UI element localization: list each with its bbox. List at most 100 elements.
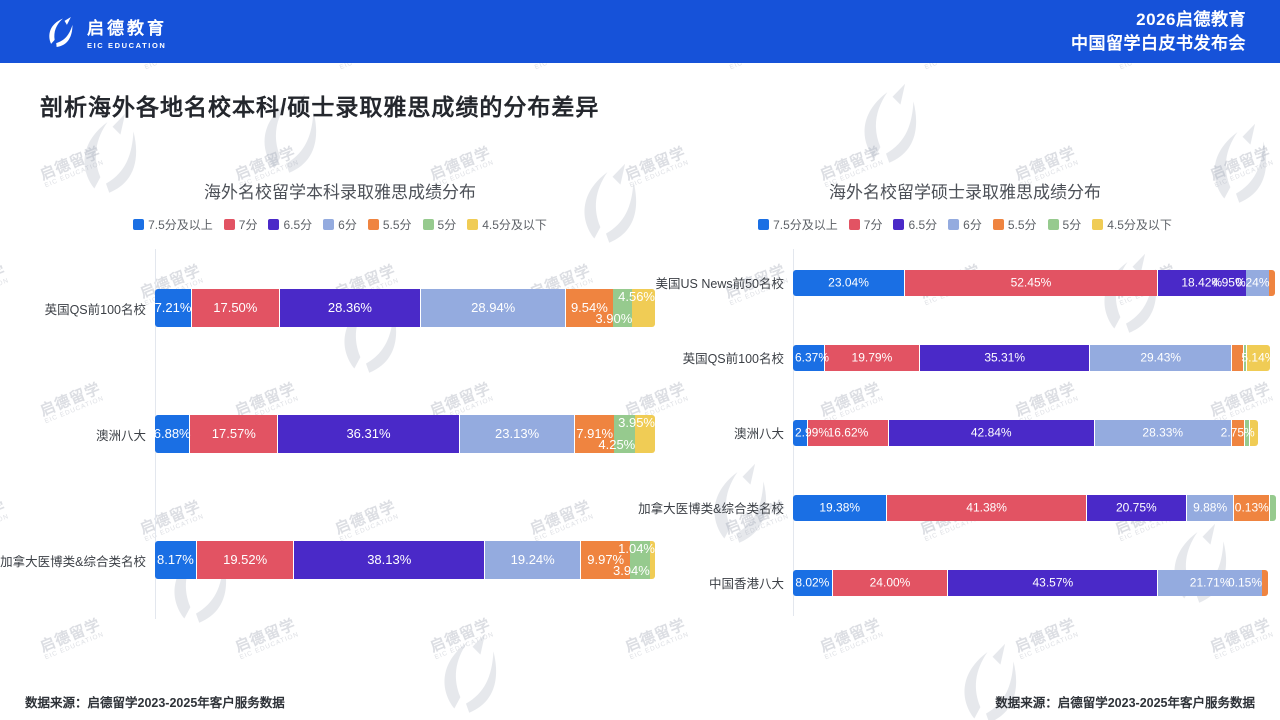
watermark-logo-icon [830,70,942,182]
legend-label: 5.5分 [1007,217,1037,232]
legend-swatch-icon [323,218,335,230]
bar-segment: 5.14% [1241,344,1275,371]
bar-segment: 23.13% [458,415,575,453]
legend-swatch-icon [1047,218,1059,230]
category-label-text: 英国QS前100名校 [44,302,146,317]
chart-row: 英国QS前100名校 6.37% 19.79% 35.31% 29.43% 5.14% [655,320,1275,395]
watermark-line2: EIC EDUCATION [1018,630,1081,661]
value-label: 19.79% [851,349,893,364]
legend-item: 7分 [848,216,882,233]
logo-name-en: EIC EDUCATION [87,40,167,50]
value-label: 18.42% [1181,274,1223,289]
value-label: 9.88% [1193,499,1228,514]
logo-text: 启德教育 EIC EDUCATION [87,14,167,50]
legend-swatch-icon [1092,218,1104,230]
value-label: 35.31% [984,349,1026,364]
value-label: 2.99% [795,424,830,439]
bar-segment: 6.37% [793,344,829,371]
legend-label: 6分 [963,217,982,232]
watermark-line1: 启德留学 [1207,615,1274,656]
value-label: 21.71% [1189,574,1231,589]
category-label-text: 中国香港八大 [708,577,784,591]
value-label: 38.13% [367,551,412,567]
watermark-line2: EIC EDUCATION [0,276,11,307]
value-label: 9.54% [570,299,608,315]
bar-segment [1242,344,1246,371]
legend-label: 4.5分及以下 [1107,217,1172,232]
value-label: 52.45% [1010,274,1052,289]
value-label: 3.94% [612,562,650,578]
bar-segment [632,289,656,327]
legend-label: 6分 [338,217,357,232]
value-label: 28.36% [327,299,372,315]
legend-item: 7.5分及以上 [758,216,838,233]
chart-row: 美国US News前50名校 23.04% 52.45% 18.42% 4.95% 0.2… [655,245,1275,320]
category-label-text: 加拿大医博类&综合类名校 [638,502,784,516]
legend-swatch-icon [467,218,479,230]
value-label: 3.90% [595,310,633,326]
chart-undergraduate: 海外名校留学本科录取雅思成绩分布 7.5分及以上 7分 6.5分 6分 5.5分 5分 4.… [0,168,656,623]
bar-segment: 29.43% [1089,344,1232,371]
value-label: 16.62% [827,424,869,439]
bar-segment [1248,419,1259,446]
category-label: 英国QS前100名校 [25,299,155,318]
bar-segment: 8.17% [155,541,196,579]
header-bar: 启德教育 EIC EDUCATION 2026启德教育 中国留学白皮书发布会 [0,0,1280,63]
bar-segment: 36.31% [277,415,459,453]
value-label: 17.57% [211,425,256,441]
legend-swatch-icon [893,218,905,230]
value-label: 1.04% [618,541,655,556]
chart-title-undergraduate: 海外名校留学本科录取雅思成绩分布 [204,183,476,202]
legend-label: 4.5分及以下 [482,217,547,232]
bar-segment [630,541,650,579]
value-label: 41.38% [966,499,1007,514]
logo-name-cn: 启德教育 [87,18,167,38]
legend-item: 5分 [422,216,456,233]
value-label: 28.33% [1142,424,1184,439]
bar-segment [1245,269,1270,296]
legend-item: 5.5分 [367,216,412,233]
bar-segment [613,415,636,453]
bar-segment: 2.99% [793,419,829,446]
stacked-bar: 2.99% 16.62% 42.84% 28.33% 2.75% [793,419,1275,446]
data-source-right: 数据来源：启德留学2023-2025年客户服务数据 [995,696,1255,710]
bar-segment: 7.91% [574,415,614,453]
bar-segment [1231,344,1243,371]
bar-segment: 0.13% [1233,494,1270,521]
page-title: 剖析海外各地名校本科/硕士录取雅思成绩的分布差异 [40,94,600,120]
value-label: 0.13% [1234,499,1269,514]
legend-item: 7分 [223,216,258,233]
category-label: 澳洲八大 [655,423,793,442]
value-label: 0.15% [1227,574,1262,589]
value-label: 6.88% [153,425,191,441]
stacked-bar: 8.02% 24.00% 43.57% 21.71% 0.15% [793,569,1275,596]
legend-label: 7.5分及以上 [148,217,213,232]
category-label: 澳洲八大 [25,425,155,444]
bar-segment: 8.02% [793,569,832,596]
legend-masters: 7.5分及以上 7分 6.5分 6分 5.5分 5分 4.5分及以下 [655,216,1275,232]
bar-segment: 7.21% [155,289,191,327]
plot-area-masters: 美国US News前50名校 23.04% 52.45% 18.42% 4.95% 0.2… [638,245,1276,620]
chart-row: 加拿大医博类&综合类名校 19.38% 41.38% 20.75% 9.88% 0.13% [638,470,1276,545]
watermark-line2: EIC EDUCATION [238,630,301,661]
legend-item: 6分 [948,216,982,233]
value-label: 2.75% [1220,424,1255,439]
bar-segment: 38.13% [293,541,485,579]
category-label: 英国QS前100名校 [655,348,793,367]
bar-segment: 18.42% [1156,269,1246,296]
watermark-line1: 启德留学 [0,261,9,302]
value-label: 28.94% [471,299,516,315]
watermark-line1: 启德留学 [0,497,9,538]
legend-label: 7分 [238,217,258,232]
value-label: 8.17% [156,551,194,567]
category-label: 美国US News前50名校 [655,273,793,292]
value-label: 19.52% [223,551,268,567]
legend-label: 6.5分 [283,217,313,232]
value-label: 7.21% [154,299,192,315]
value-label: 4.95% [1211,274,1246,289]
